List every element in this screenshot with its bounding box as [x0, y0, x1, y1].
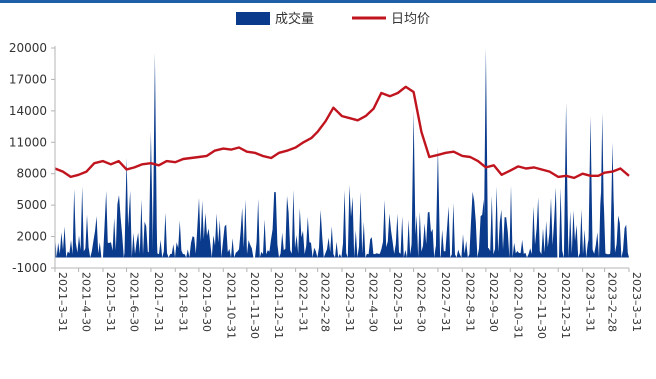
price-line-layer — [54, 85, 630, 180]
x-tick-label: 2021–11–30 — [248, 272, 261, 339]
legend-label-volume: 成交量 — [275, 11, 314, 27]
volume-area — [55, 185, 629, 258]
volume-peak — [152, 53, 158, 258]
y-tick-label: 2000 — [16, 230, 47, 244]
x-tick-label: 2022–5–31 — [391, 272, 404, 332]
x-tick-label: 2022–6–30 — [415, 272, 428, 332]
volume-peak — [148, 131, 154, 258]
y-tick-label: 17000 — [9, 72, 47, 86]
y-tick-label: -1000 — [12, 261, 47, 275]
x-tick-label: 2021–5–31 — [104, 272, 117, 332]
y-tick-label: 8000 — [16, 167, 47, 181]
y-tick-label: 20000 — [9, 41, 47, 55]
legend: 成交量 日均价 — [236, 11, 430, 27]
volume-peak — [483, 48, 489, 258]
x-tick-label: 2022–4–30 — [367, 272, 380, 332]
axes: -1000 2000 5000 8000 11000 14000 17000 20000 202… — [9, 41, 643, 339]
volume-peak — [563, 102, 569, 258]
y-tick-label: 11000 — [9, 135, 47, 149]
x-tick-label: 2021–3–31 — [56, 272, 69, 332]
price-line — [54, 85, 630, 180]
x-tick-label: 2022–9–30 — [487, 272, 500, 332]
volume-peak — [610, 142, 615, 258]
x-tick-label: 2021–7–31 — [152, 272, 165, 332]
x-tick-label: 2022–12–31 — [559, 272, 572, 339]
x-tick-label: 2022–10–31 — [511, 272, 524, 339]
y-tick-label: 5000 — [16, 198, 47, 212]
y-tick-label: 14000 — [9, 104, 47, 118]
x-tick-label: 2022–3–31 — [343, 272, 356, 332]
x-tick-label: 2021–10–31 — [224, 272, 237, 339]
x-tick-label: 2022–11–30 — [535, 272, 548, 339]
volume-area-layer — [55, 48, 629, 258]
x-tick-label: 2022–8–31 — [463, 272, 476, 332]
legend-label-price: 日均价 — [391, 12, 430, 27]
x-tick-label: 2023–2–28 — [606, 272, 619, 332]
x-tick-label: 2023–1–31 — [584, 272, 597, 332]
volume-peak — [411, 110, 416, 258]
top-rule — [0, 0, 656, 3]
volume-peak — [124, 158, 129, 258]
x-tick-label: 2021–12–31 — [272, 272, 285, 339]
x-tick-label: 2021–9–30 — [200, 272, 213, 332]
x-tick-label: 2021–4–30 — [80, 272, 93, 332]
volume-peak — [600, 113, 605, 258]
x-tick-label: 2022–2–28 — [319, 272, 332, 332]
legend-swatch-volume — [236, 12, 270, 25]
volume-peak — [588, 116, 593, 258]
x-tick-label: 2022–7–31 — [439, 272, 452, 332]
x-tick-label: 2022–1–31 — [297, 272, 310, 332]
x-tick-label: 2021–6–30 — [128, 272, 141, 332]
x-tick-label: 2023–3–31 — [630, 272, 643, 332]
x-tick-label: 2021–8–31 — [176, 272, 189, 332]
volume-peak — [435, 147, 441, 258]
